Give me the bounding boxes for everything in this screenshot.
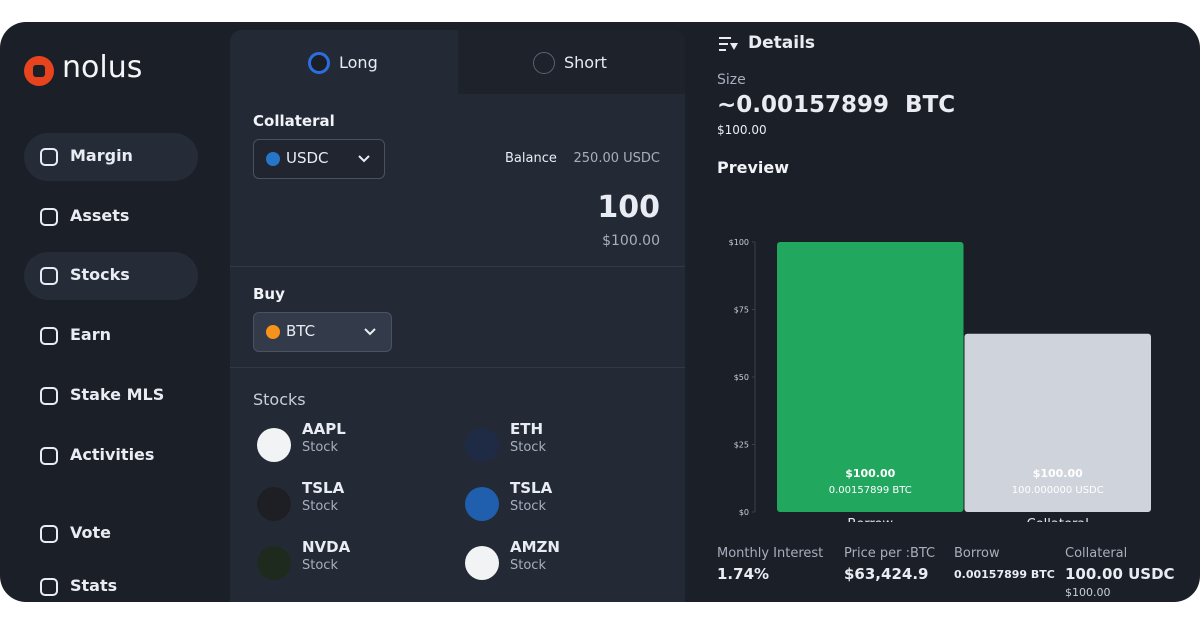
app-window: nolus Margin Assets Stocks Earn Stake MLS Act…: [0, 22, 1200, 602]
nav-item[interactable]: Assets: [70, 206, 130, 225]
nav-item[interactable]: Stocks: [70, 265, 130, 284]
stock-ticker[interactable]: TSLA: [302, 479, 345, 497]
summary-value: 1.74%: [717, 565, 770, 583]
stock-ticker[interactable]: AAPL: [302, 420, 346, 438]
nav-item[interactable]: Stats: [70, 576, 118, 595]
stock-kind: Stock: [510, 558, 546, 573]
y-tick-label: $0: [739, 508, 749, 517]
summary-value: 100.00 USDC: [1065, 565, 1175, 583]
nav-item[interactable]: Vote: [70, 523, 111, 542]
y-tick-label: $100: [729, 238, 749, 247]
stock-icon: [465, 546, 499, 580]
summary-sub: $100.00: [1065, 586, 1111, 599]
nav-active-bg[interactable]: [24, 133, 198, 181]
stock-kind: Stock: [510, 440, 546, 455]
buy-asset: BTC: [286, 322, 316, 340]
details-title: Details: [748, 33, 816, 53]
collateral-label: Collateral: [253, 112, 335, 130]
trade-panel: Long Short Collateral USDC Balance 250.0…: [230, 30, 685, 602]
bar: [777, 242, 964, 512]
stock-ticker[interactable]: ETH: [510, 420, 544, 438]
nav-icon: [40, 525, 58, 543]
stock-kind: Stock: [302, 499, 338, 514]
y-tick-label: $25: [734, 441, 749, 450]
size-value: ~0.00157899 BTC: [717, 92, 956, 118]
summary-label: Collateral: [1065, 546, 1128, 561]
nav-icon: [40, 387, 58, 405]
nav-item[interactable]: Earn: [70, 325, 112, 344]
amount-usd: $100.00: [602, 233, 660, 249]
stock-icon: [257, 428, 291, 462]
balance-value: 250.00 USDC: [573, 151, 660, 166]
summary-label: Monthly Interest: [717, 546, 824, 561]
bar-text: $100.00: [845, 467, 895, 480]
radio-long[interactable]: [308, 52, 330, 74]
nav-icon: [40, 267, 58, 285]
nav-active-bg[interactable]: [24, 252, 198, 300]
tab-short-bg[interactable]: [458, 30, 685, 94]
tab-long[interactable]: Long: [339, 53, 378, 72]
y-tick-label: $75: [734, 306, 749, 315]
stock-ticker[interactable]: AMZN: [510, 538, 560, 556]
nav-item[interactable]: Activities: [70, 445, 155, 464]
bar-text: 0.00157899 BTC: [829, 485, 912, 496]
size-usd: $100.00: [717, 123, 767, 137]
stock-ticker[interactable]: NVDA: [302, 538, 351, 556]
stocks-title: Stocks: [253, 390, 306, 409]
bar-text: $100.00: [1033, 467, 1083, 480]
buy-select[interactable]: BTC: [253, 312, 392, 352]
stock-kind: Stock: [302, 440, 338, 455]
bar-text: 100.000000 USDC: [1012, 485, 1104, 496]
summary-label: Price per :BTC: [844, 546, 936, 561]
nav-icon: [40, 447, 58, 465]
nav-icon: [40, 327, 58, 345]
nav-item[interactable]: Stake MLS: [70, 385, 165, 404]
stock-ticker[interactable]: TSLA: [510, 479, 553, 497]
stock-icon: [257, 546, 291, 580]
x-tick-label: Borrow: [847, 517, 893, 522]
details-icon: [719, 37, 738, 51]
summary-value: 0.00157899 BTC: [954, 568, 1055, 581]
stock-icon: [465, 487, 499, 521]
summary-label: Borrow: [954, 546, 1000, 561]
y-tick-label: $50: [734, 373, 749, 382]
nav-icon: [40, 208, 58, 226]
stock-kind: Stock: [510, 499, 546, 514]
collateral-select[interactable]: USDC: [253, 139, 385, 179]
balance-label: Balance: [505, 151, 557, 166]
bar: [964, 333, 1151, 512]
stock-icon: [465, 428, 499, 462]
amount: 100: [597, 190, 660, 225]
nav-icon: [40, 578, 58, 596]
tab-short[interactable]: Short: [564, 53, 607, 72]
summary-value: $63,424.9: [844, 565, 929, 583]
nav-icon: [40, 148, 58, 166]
radio-short[interactable]: [533, 52, 555, 74]
collateral-asset: USDC: [286, 149, 329, 167]
x-tick-label: Collateral: [1027, 517, 1089, 522]
stock-icon: [257, 487, 291, 521]
logo-icon: [24, 56, 54, 86]
size-label: Size: [717, 72, 746, 88]
buy-label: Buy: [253, 285, 285, 303]
logo-text: nolus: [62, 50, 143, 85]
stock-kind: Stock: [302, 558, 338, 573]
preview-chart: $0 $25 $50 $75 $100 $100.00 0.00157899 BTC Borr…: [729, 238, 1151, 522]
preview-label: Preview: [717, 158, 790, 177]
nav-item[interactable]: Margin: [70, 146, 133, 165]
